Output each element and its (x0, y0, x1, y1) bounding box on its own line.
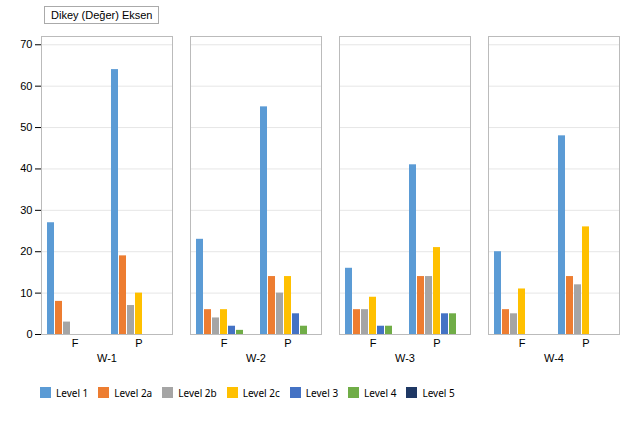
svg-text:W-4: W-4 (544, 352, 564, 364)
svg-text:70: 70 (20, 38, 32, 50)
html-text:Level 1: Level 1 (56, 385, 89, 400)
svg-text:F: F (72, 337, 79, 349)
svg-text:60: 60 (20, 80, 32, 92)
svg-text:W-2: W-2 (246, 352, 266, 364)
svg-text:50: 50 (20, 121, 32, 133)
html-text:Level 4: Level 4 (364, 385, 397, 400)
svg-text:40: 40 (20, 162, 32, 174)
html-text:Level 2a: Level 2a (114, 385, 153, 400)
html-text:Level 3: Level 3 (305, 385, 339, 400)
html-text:Level 2b: Level 2b (178, 385, 217, 400)
svg-text:P: P (582, 337, 589, 349)
svg-text:20: 20 (20, 245, 32, 257)
svg-text:P: P (433, 337, 440, 349)
svg-text:P: P (284, 337, 291, 349)
svg-text:F: F (370, 337, 377, 349)
svg-text:W-1: W-1 (97, 352, 117, 364)
svg-text:0: 0 (26, 328, 32, 340)
html-text:Level 2c: Level 2c (242, 385, 280, 400)
svg-text:P: P (135, 337, 142, 349)
html-text:Dikey (Değer) Eksen: Dikey (Değer) Eksen (51, 9, 153, 21)
svg-text:30: 30 (20, 204, 32, 216)
svg-text:F: F (221, 337, 228, 349)
svg-text:F: F (519, 337, 526, 349)
svg-text:10: 10 (20, 287, 32, 299)
svg-text:W-3: W-3 (395, 352, 415, 364)
html-text:Level 5: Level 5 (422, 385, 455, 400)
